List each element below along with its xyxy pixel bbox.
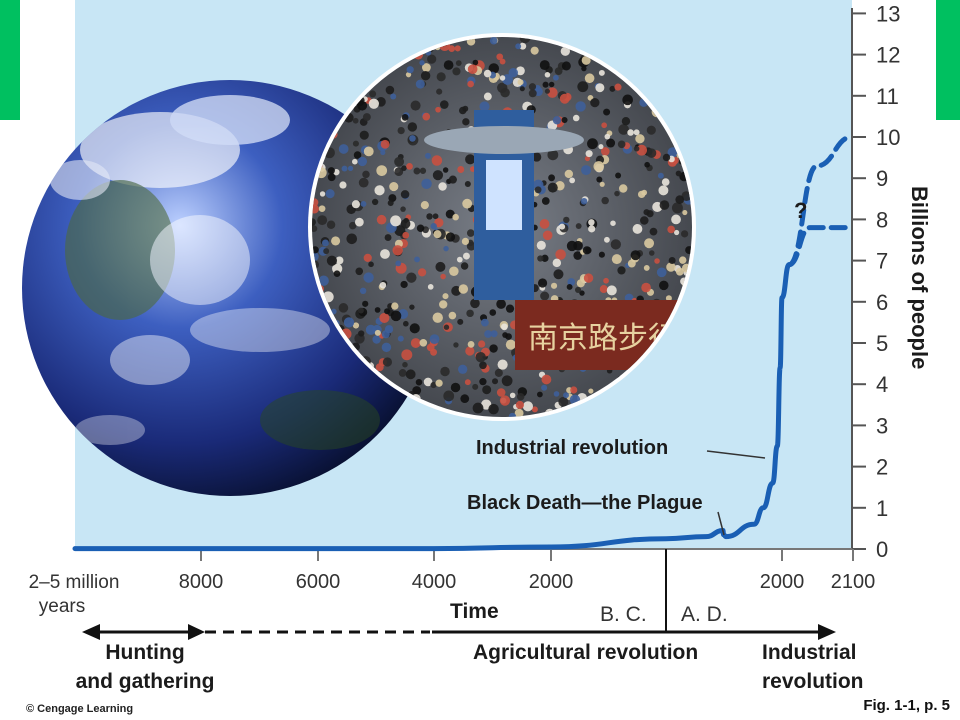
- x-tick-label: 2100: [831, 571, 876, 593]
- plot-area-right-strip: [852, 0, 936, 549]
- y-tick-label: 13: [876, 1, 900, 26]
- y-tick-label: 6: [876, 290, 888, 315]
- y-tick-label: 0: [876, 537, 888, 562]
- annotation-industrial-revolution: Industrial revolution: [476, 437, 668, 459]
- era-ad-label: A. D.: [681, 603, 728, 626]
- arrow-right-head: [818, 624, 836, 640]
- y-tick-label: 9: [876, 166, 888, 191]
- accent-bar-left: [0, 0, 20, 120]
- x-tick-label: 4000: [412, 571, 457, 593]
- accent-bar-right: [936, 0, 960, 120]
- timeline-label-industrial: Industrial revolution: [762, 641, 864, 693]
- arrow-left-head: [82, 624, 100, 640]
- y-tick-label: 4: [876, 372, 888, 397]
- footer-figure-ref: Fig. 1-1, p. 5: [863, 697, 950, 714]
- kiosk-screen: [486, 160, 522, 230]
- y-tick-label: 10: [876, 125, 900, 150]
- x-tick-label: 2–5 million years: [29, 572, 120, 617]
- industrial-revolution-leader: [706, 450, 766, 459]
- population-series-3: [786, 225, 855, 268]
- y-tick-label: 2: [876, 455, 888, 480]
- y-tick-label: 12: [876, 43, 900, 68]
- x-tick-label: 2000: [760, 571, 805, 593]
- x-axis: 2–5 million years 8000 6000 4000 2000 2000 2100: [29, 548, 876, 617]
- x-axis-label: Time: [450, 600, 499, 623]
- y-tick-label: 1: [876, 496, 888, 521]
- y-tick-label: 8: [876, 207, 888, 232]
- annotation-black-death: Black Death—the Plague: [467, 492, 703, 514]
- population-series-2: [786, 134, 855, 268]
- question-mark: ?: [794, 198, 807, 223]
- y-tick-label: 3: [876, 413, 888, 438]
- timeline-label-agricultural: Agricultural revolution: [473, 641, 698, 664]
- era-bc-label: B. C.: [600, 603, 647, 626]
- timeline-label-hunting: Hunting and gathering: [76, 641, 215, 693]
- x-tick-label: 6000: [296, 571, 341, 593]
- black-death-leader: [717, 511, 725, 536]
- timeline-arrows: [82, 624, 836, 640]
- arrow-mid-head: [188, 624, 205, 640]
- x-tick-label: 8000: [179, 571, 224, 593]
- footer-copyright: © Cengage Learning: [26, 703, 133, 715]
- y-tick-label: 7: [876, 249, 888, 274]
- crowd-photo-image: 南京路步行: [308, 33, 696, 421]
- y-axis-label: Billions of people: [907, 186, 932, 369]
- x-tick-label: 2000: [529, 571, 574, 593]
- y-tick-label: 5: [876, 331, 888, 356]
- y-tick-label: 11: [876, 84, 899, 109]
